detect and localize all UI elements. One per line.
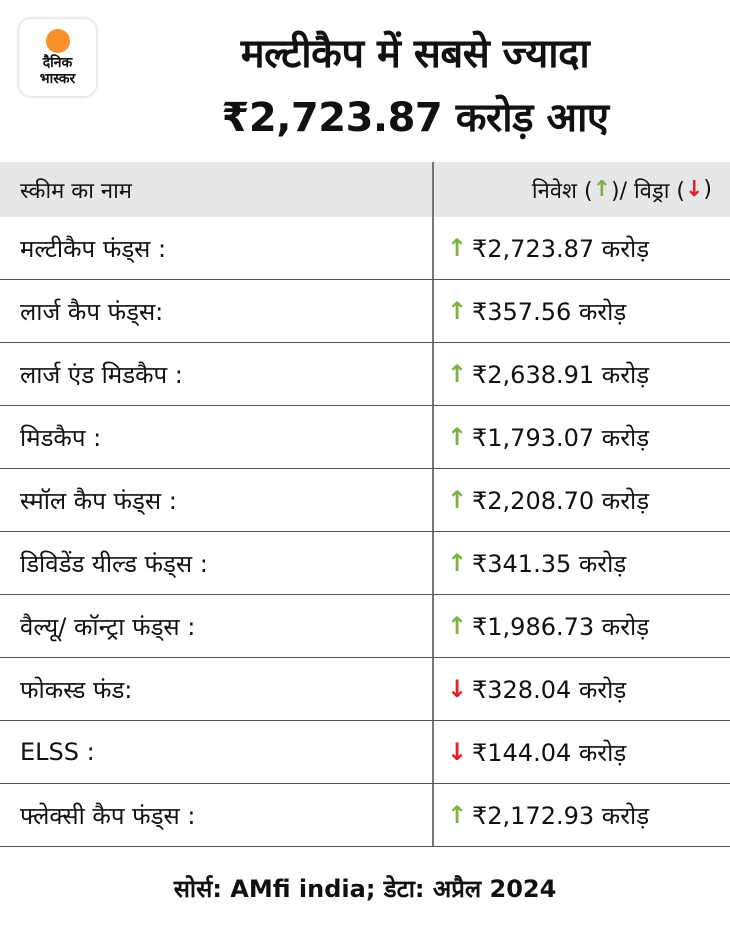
flow-value: ₹328.04 करोड़ <box>472 675 627 704</box>
flow-value: ₹2,723.87 करोड़ <box>472 234 650 263</box>
header-scheme-name: स्कीम का नाम <box>20 178 132 204</box>
table-row: मिडकैप : ↑ ₹1,793.07 करोड़ <box>0 406 730 469</box>
page-title: मल्टीकैप में सबसे ज्यादा ₹2,723.87 करोड़… <box>100 22 730 150</box>
flow-value: ₹144.04 करोड़ <box>472 738 627 767</box>
table-row: लार्ज कैप फंड्स: ↑ ₹357.56 करोड़ <box>0 280 730 343</box>
scheme-name: वैल्यू/ कॉन्ट्रा फंड्स : <box>20 612 196 641</box>
arrow-up-icon: ↑ <box>446 801 468 829</box>
flow-cell: ↑ ₹2,172.93 करोड़ <box>432 784 730 846</box>
flow-value: ₹1,793.07 करोड़ <box>472 423 650 452</box>
flow-value: ₹1,986.73 करोड़ <box>472 612 650 641</box>
scheme-name: लार्ज कैप फंड्स: <box>20 297 164 326</box>
flow-value: ₹2,638.91 करोड़ <box>472 360 650 389</box>
scheme-name: मिडकैप : <box>20 423 102 452</box>
table-row: ELSS : ↓ ₹144.04 करोड़ <box>0 721 730 784</box>
flow-cell: ↑ ₹1,986.73 करोड़ <box>432 595 730 657</box>
arrow-down-icon: ↓ <box>684 177 704 202</box>
flow-cell: ↑ ₹341.35 करोड़ <box>432 532 730 594</box>
flow-cell: ↑ ₹2,723.87 करोड़ <box>432 217 730 279</box>
flow-cell: ↓ ₹328.04 करोड़ <box>432 658 730 720</box>
arrow-down-icon: ↓ <box>446 738 468 766</box>
scheme-name: फोकस्ड फंड: <box>20 675 133 704</box>
title-line-1: मल्टीकैप में सबसे ज्यादा <box>240 31 590 77</box>
table-row: डिविडेंड यील्ड फंड्स : ↑ ₹341.35 करोड़ <box>0 532 730 595</box>
logo-text: भास्कर <box>39 71 76 87</box>
table-row: लार्ज एंड मिडकैप : ↑ ₹2,638.91 करोड़ <box>0 343 730 406</box>
flow-value: ₹357.56 करोड़ <box>472 297 627 326</box>
flow-cell: ↑ ₹1,793.07 करोड़ <box>432 406 730 468</box>
flow-value: ₹2,172.93 करोड़ <box>472 801 650 830</box>
arrow-down-icon: ↓ <box>446 675 468 703</box>
flow-cell: ↓ ₹144.04 करोड़ <box>432 721 730 783</box>
flow-cell: ↑ ₹357.56 करोड़ <box>432 280 730 342</box>
arrow-up-icon: ↑ <box>446 297 468 325</box>
scheme-name: मल्टीकैप फंड्स : <box>20 234 167 263</box>
table-row: स्मॉल कैप फंड्स : ↑ ₹2,208.70 करोड़ <box>0 469 730 532</box>
table-row: मल्टीकैप फंड्स : ↑ ₹2,723.87 करोड़ <box>0 217 730 280</box>
arrow-up-icon: ↑ <box>446 423 468 451</box>
sun-logo-icon <box>45 29 70 53</box>
flow-cell: ↑ ₹2,208.70 करोड़ <box>432 469 730 531</box>
arrow-up-icon: ↑ <box>446 234 468 262</box>
logo-text: दैनिक <box>42 55 73 71</box>
fund-flow-table: स्कीम का नाम निवेश ( ↑ )/ विड्रा ( ↓ ) म… <box>0 162 730 847</box>
flow-cell: ↑ ₹2,638.91 करोड़ <box>432 343 730 405</box>
title-line-2: ₹2,723.87 करोड़ आए <box>221 95 609 141</box>
scheme-name: फ्लेक्सी कैप फंड्स : <box>20 801 196 830</box>
header-flow-text: )/ विड्रा ( <box>611 178 685 204</box>
arrow-up-icon: ↑ <box>446 360 468 388</box>
arrow-up-icon: ↑ <box>446 486 468 514</box>
scheme-name: ELSS : <box>20 738 95 766</box>
flow-value: ₹2,208.70 करोड़ <box>472 486 650 515</box>
arrow-up-icon: ↑ <box>592 177 611 202</box>
table-row: फोकस्ड फंड: ↓ ₹328.04 करोड़ <box>0 658 730 721</box>
header-flow: निवेश ( ↑ )/ विड्रा ( ↓ ) <box>432 162 730 217</box>
table-row: फ्लेक्सी कैप फंड्स : ↑ ₹2,172.93 करोड़ <box>0 784 730 847</box>
source-footer: सोर्स: AMfi india; डेटा: अप्रैल 2024 <box>173 875 557 903</box>
table-header: स्कीम का नाम निवेश ( ↑ )/ विड्रा ( ↓ ) <box>0 162 730 217</box>
flow-value: ₹341.35 करोड़ <box>472 549 627 578</box>
scheme-name: डिविडेंड यील्ड फंड्स : <box>20 549 208 578</box>
arrow-up-icon: ↑ <box>446 612 468 640</box>
table-row: वैल्यू/ कॉन्ट्रा फंड्स : ↑ ₹1,986.73 करोड… <box>0 595 730 658</box>
header-flow-text: ) <box>703 177 712 202</box>
scheme-name: लार्ज एंड मिडकैप : <box>20 360 183 389</box>
scheme-name: स्मॉल कैप फंड्स : <box>20 486 177 515</box>
dainik-bhaskar-logo: दैनिक भास्कर <box>19 19 96 96</box>
header-flow-text: निवेश ( <box>531 178 593 204</box>
arrow-up-icon: ↑ <box>446 549 468 577</box>
